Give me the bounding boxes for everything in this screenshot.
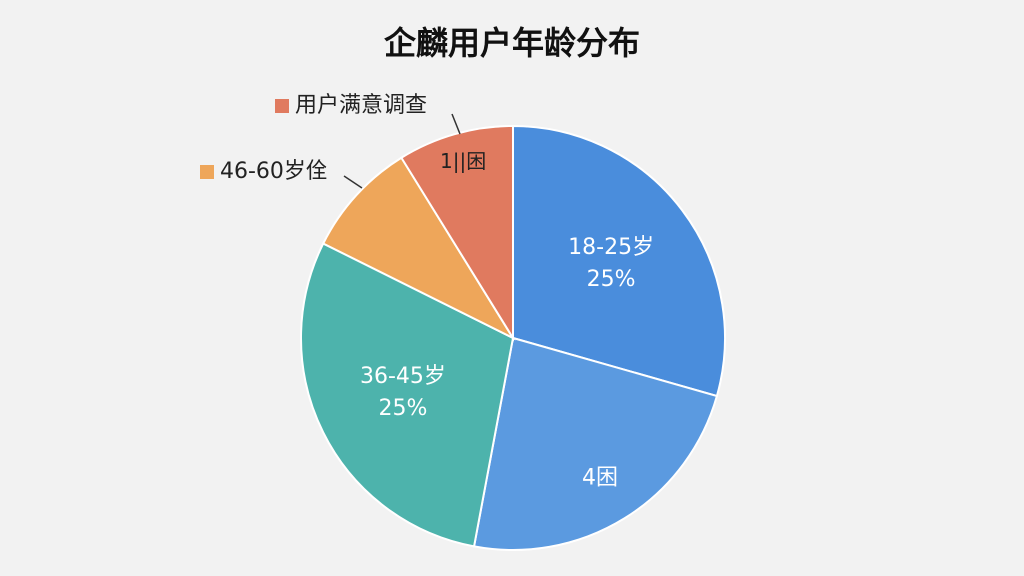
pie-slice <box>321 156 516 341</box>
slice-label: 46-60岁佺 <box>220 159 328 184</box>
slice-label: 36-45岁 <box>360 364 446 389</box>
legend-swatch <box>200 165 214 179</box>
inner-label: 1||困 <box>440 149 486 173</box>
leader-line <box>343 175 363 189</box>
chart-title: 企麟用户年龄分布 <box>384 24 640 62</box>
slice-label: 18-25岁 <box>568 235 654 260</box>
pie-slice <box>472 336 719 551</box>
slice-label: 用户满意调查 <box>295 93 427 118</box>
leader-line <box>451 113 461 135</box>
pie-slice <box>400 124 514 342</box>
value-label: 25% <box>378 396 427 421</box>
pie-slice <box>512 124 726 398</box>
legend-swatch <box>275 99 289 113</box>
pie-slice <box>300 242 515 548</box>
slice-label: 4困 <box>582 466 618 491</box>
value-label: 25% <box>587 267 636 292</box>
